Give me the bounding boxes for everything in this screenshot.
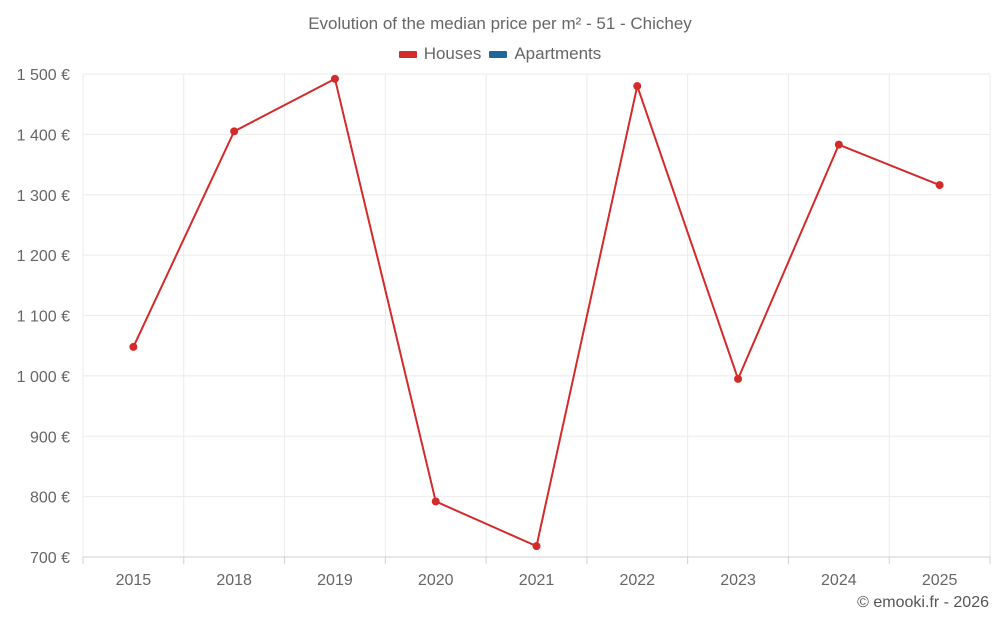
x-tick-label: 2022: [619, 572, 655, 589]
x-tick-label: 2025: [922, 572, 958, 589]
data-point-houses: [431, 497, 440, 506]
data-point-houses: [935, 181, 944, 190]
legend-label-apartments: Apartments: [514, 44, 602, 63]
x-tick-label: 2018: [216, 572, 252, 589]
copyright-credit: © emooki.fr - 2026: [857, 594, 989, 611]
data-point-houses: [734, 374, 743, 383]
data-point-houses: [834, 140, 843, 149]
series-line-houses: [132, 77, 940, 548]
x-tick-label: 2023: [720, 572, 756, 589]
y-tick-label: 800 €: [30, 490, 70, 507]
y-tick-label: 1 400 €: [17, 127, 70, 144]
legend-label-houses: Houses: [423, 44, 482, 63]
x-tick-label: 2024: [821, 572, 857, 589]
y-tick-label: 900 €: [30, 429, 70, 446]
chart-title: Evolution of the median price per m² - 5…: [308, 14, 692, 33]
y-tick-label: 1 300 €: [17, 188, 70, 205]
data-point-houses: [330, 74, 339, 83]
y-tick-label: 700 €: [30, 550, 70, 567]
y-tick-label: 1 000 €: [17, 369, 70, 386]
legend-item-apartments[interactable]: Apartments: [489, 44, 601, 64]
x-tick-label: 2015: [116, 572, 152, 589]
chart-legend: Houses Apartments: [0, 44, 1000, 64]
data-point-houses: [129, 342, 138, 351]
x-tick-label: 2020: [418, 572, 454, 589]
y-tick-label: 1 100 €: [17, 309, 70, 326]
y-tick-label: 1 200 €: [17, 248, 70, 265]
y-tick-label: 1 500 €: [17, 67, 70, 84]
legend-swatch-houses: [398, 50, 417, 58]
legend-item-houses[interactable]: Houses: [398, 44, 482, 64]
data-point-houses: [633, 82, 642, 91]
x-tick-label: 2019: [317, 572, 353, 589]
data-point-houses: [532, 542, 541, 551]
data-point-houses: [230, 127, 239, 136]
legend-swatch-apartments: [489, 50, 508, 58]
x-tick-label: 2021: [519, 572, 555, 589]
